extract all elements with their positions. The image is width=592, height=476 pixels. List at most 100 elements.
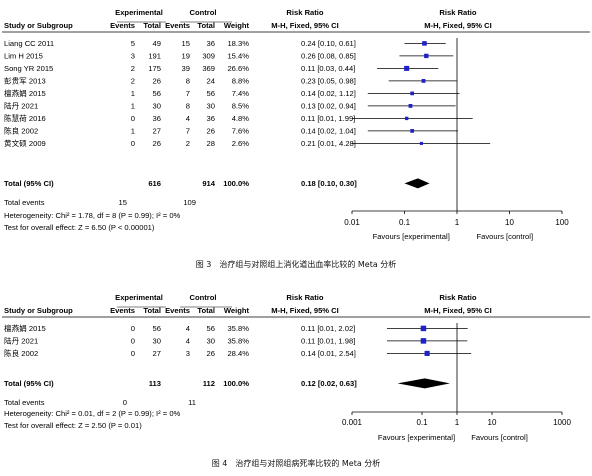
exp-total: 27 [153,127,161,136]
ctrl-total: 26 [207,127,215,136]
study-point-7 [404,116,409,121]
x-tick-label: 100 [555,218,569,227]
study-ci: 0.14 [0.02, 1.04] [301,127,356,136]
study-ci: 0.26 [0.08, 0.85] [301,52,356,61]
exp-total: 56 [153,324,161,333]
total-weight: 100.0% [223,179,249,188]
exp-total: 30 [153,337,161,346]
figure-3-caption: 图 3 治疗组与对照组上消化道出血率比较的 Meta 分析 [195,260,397,269]
exp-events: 0 [131,114,135,123]
study-name: 檀燕娟 2015 [4,323,46,333]
study-name: 彭贵军 2013 [4,76,46,86]
exp-events: 0 [131,337,135,346]
study-weight: 35.8% [227,337,249,346]
header-study: Study or Subgroup [4,306,73,315]
study-weight: 7.4% [232,89,250,98]
study-ci: 0.11 [0.01, 1.99] [301,114,355,123]
header-total: Total [143,21,161,30]
ctrl-total: 26 [207,349,215,358]
overall-diamond [404,178,430,189]
exp-total: 49 [153,39,161,48]
study-point-1 [422,41,427,46]
header-control: Control [190,8,217,17]
study-name: 黄文硕 2009 [4,138,46,148]
study-name: 檀燕娟 2015 [4,88,46,98]
total-label: Total (95% CI) [4,379,54,388]
ctrl-total: 28 [207,139,215,148]
ctrl-events: 19 [182,52,190,61]
study-ci: 0.24 [0.10, 0.61] [301,39,356,48]
exp-total: 26 [153,139,161,148]
total-events-label: Total events [4,198,45,207]
ctrl-events: 4 [186,324,190,333]
study-name: 陈良 2002 [4,126,38,136]
header-events: Events [110,306,135,315]
ctrl-total: 56 [207,89,215,98]
exp-events: 1 [131,89,135,98]
exp-total: 26 [153,77,161,86]
ctrl-total: 36 [207,39,215,48]
total-label: Total (95% CI) [4,179,54,188]
study-point-1 [420,325,427,332]
ctrl-total: 369 [202,64,215,73]
ctrl-events: 39 [182,64,190,73]
study-name: Lim H 2015 [4,52,43,61]
header-total: Total [143,306,161,315]
study-weight: 15.4% [227,52,249,61]
header-plot-method: M-H, Fixed, 95% CI [424,21,492,30]
header-method: M-H, Fixed, 95% CI [271,306,339,315]
study-point-5 [410,91,415,96]
ctrl-total: 36 [207,114,215,123]
favours-control-label: Favours [control] [471,433,528,442]
exp-total: 191 [148,52,161,61]
total-ci: 0.18 [0.10, 0.30] [301,179,357,188]
study-weight: 18.3% [227,39,249,48]
total-events-label: Total events [4,398,45,407]
study-point-2 [424,53,429,59]
x-tick-label: 1 [455,218,460,227]
favours-control-label: Favours [control] [477,232,534,241]
header-control: Control [190,293,217,302]
exp-events: 3 [131,52,135,61]
total-events-exp: 0 [123,398,127,407]
study-ci: 0.14 [0.01, 2.54] [301,349,356,358]
study-name: Song YR 2015 [4,64,53,73]
study-ci: 0.11 [0.01, 1.98] [301,337,355,346]
ctrl-events: 7 [186,127,190,136]
study-name: Liang CC 2011 [4,39,54,48]
study-weight: 26.6% [227,64,249,73]
study-weight: 8.8% [232,77,250,86]
exp-events: 2 [131,64,135,73]
overall-effect-test: Test for overall effect: Z = 6.50 (P < 0… [4,223,155,232]
header-plot-risk-ratio: Risk Ratio [439,293,476,302]
exp-total: 56 [153,89,161,98]
header-experimental: Experimental [115,8,163,17]
study-name: 陆丹 2021 [4,336,38,346]
total-ci: 0.12 [0.02, 0.63] [301,379,357,388]
total-events-ctrl: 109 [183,198,196,207]
header-total: Total [197,21,215,30]
ctrl-total: 56 [207,324,215,333]
x-tick-label: 0.01 [344,218,360,227]
heterogeneity-stats: Heterogeneity: Chi² = 0.01, df = 2 (P = … [4,409,181,418]
header-method: M-H, Fixed, 95% CI [271,21,339,30]
overall-diamond [397,378,450,389]
ctrl-total: 309 [202,52,215,61]
study-weight: 4.8% [232,114,250,123]
header-weight: Weight [224,306,250,315]
overall-effect-test: Test for overall effect: Z = 2.50 (P = 0… [4,421,142,430]
study-name: 陈慧荷 2016 [4,113,46,123]
exp-total: 27 [153,349,161,358]
total-exp: 616 [148,179,161,188]
x-tick-label: 1000 [553,418,571,427]
x-tick-label: 1 [455,418,460,427]
header-events: Events [110,21,135,30]
ctrl-events: 8 [186,77,190,86]
total-weight: 100.0% [223,379,249,388]
header-risk-ratio: Risk Ratio [286,8,323,17]
study-ci: 0.11 [0.03, 0.44] [301,64,355,73]
study-ci: 0.13 [0.02, 0.94] [301,102,356,111]
study-name: 陆丹 2021 [4,101,38,111]
total-events-exp: 15 [119,198,127,207]
